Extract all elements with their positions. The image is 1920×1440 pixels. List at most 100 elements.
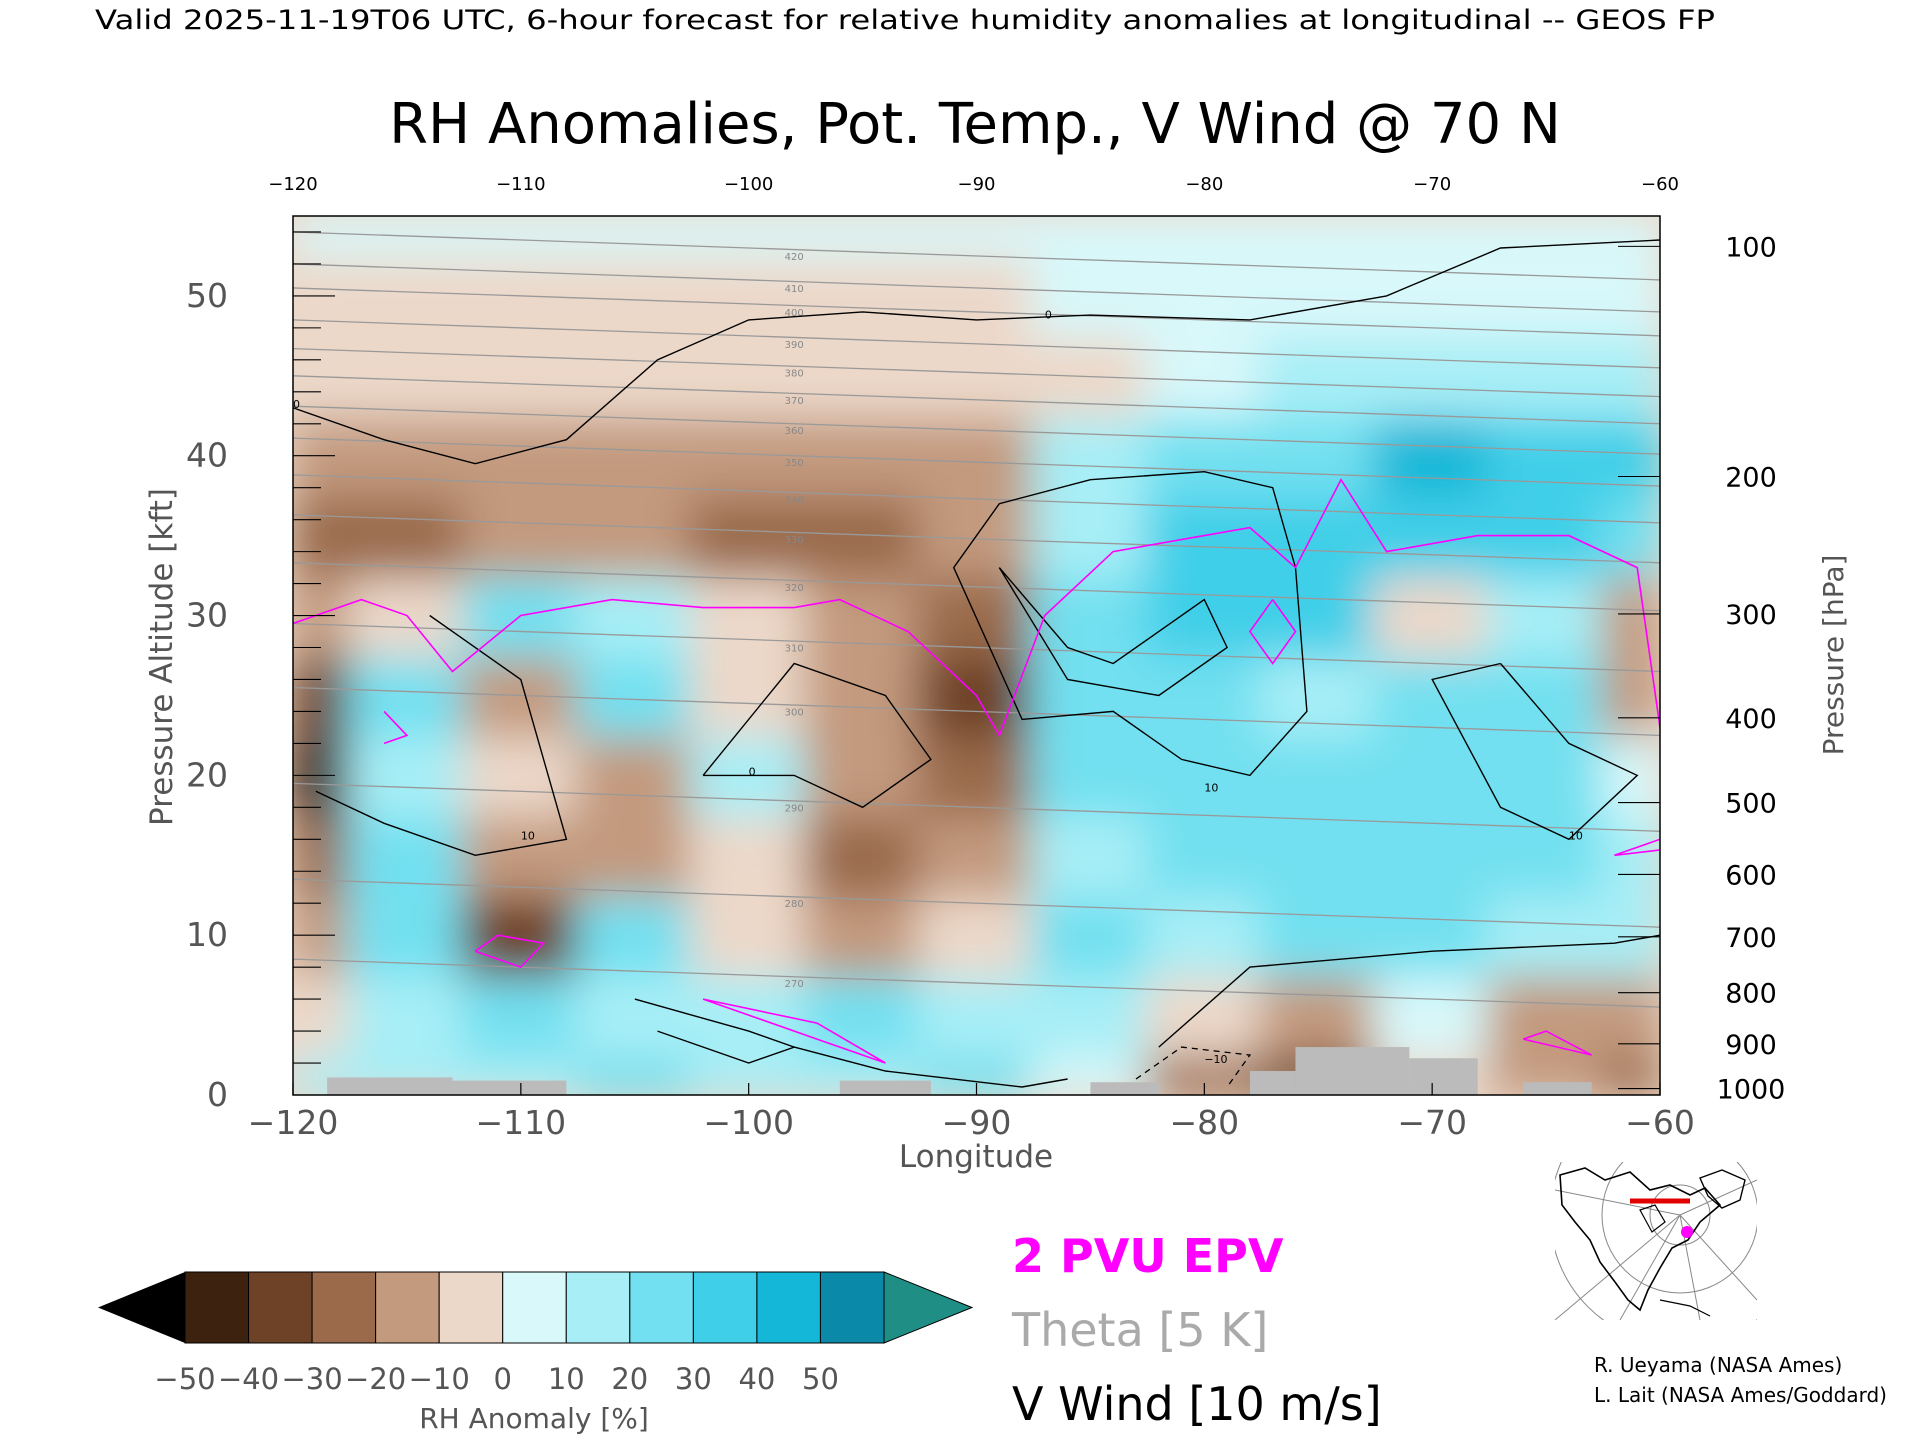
rh-cell <box>1259 893 1378 978</box>
rh-cell <box>803 653 922 738</box>
colorbar-swatch <box>819 1271 885 1344</box>
vwind-contour-label: 10 <box>1569 829 1583 842</box>
terrain-block <box>1523 1082 1592 1095</box>
theta-contour <box>293 782 1660 832</box>
rh-cell <box>347 653 466 738</box>
rh-cell <box>689 813 808 898</box>
polar-stereographic-map-icon <box>1555 1162 1757 1320</box>
theta-contour-label: 380 <box>785 369 804 380</box>
rh-cell <box>1145 216 1264 258</box>
theta-contour <box>293 958 1660 1008</box>
rh-cell <box>917 973 1036 1058</box>
theta-contour-label: 280 <box>785 899 804 910</box>
theta-contour-label: 270 <box>785 979 804 990</box>
x-tick-label-top: −80 <box>1185 174 1223 195</box>
vwind-contour <box>1158 934 1660 1048</box>
colorbar-tick-label: 10 <box>548 1362 585 1396</box>
rh-cell <box>803 973 922 1058</box>
rh-cell <box>1259 733 1378 818</box>
rh-cell <box>293 216 352 258</box>
rh-cell <box>689 653 808 738</box>
rh-cell <box>575 813 694 898</box>
rh-cell <box>1145 413 1264 498</box>
rh-cell <box>1145 653 1264 738</box>
vwind-contour-label: 0 <box>749 765 756 778</box>
y-axis-label-left: Pressure Altitude [kft] <box>144 488 180 826</box>
theta-contour <box>293 263 1660 313</box>
rh-cell <box>1601 573 1660 658</box>
vwind-contour <box>702 662 932 809</box>
colorbar-tick-label: 0 <box>494 1362 512 1396</box>
epv-contour <box>702 998 886 1064</box>
theta-contour <box>293 405 1660 455</box>
chart-title: RH Anomalies, Pot. Temp., V Wind @ 70 N <box>389 92 1561 157</box>
rh-cell <box>1373 893 1492 978</box>
rh-cell <box>1031 813 1150 898</box>
terrain-block <box>1409 1058 1478 1095</box>
vwind-contour <box>1431 662 1639 841</box>
theta-contour-label: 320 <box>785 583 804 594</box>
epv-contour <box>383 710 409 745</box>
y-tick-label-right: 300 <box>1725 600 1777 631</box>
rh-cell <box>575 253 694 338</box>
rh-cell <box>689 573 808 658</box>
rh-cell <box>1145 573 1264 658</box>
rh-cell <box>917 893 1036 978</box>
rh-cell <box>1601 216 1660 258</box>
rh-cell <box>689 893 808 978</box>
theta-contour <box>293 514 1660 564</box>
colorbar-swatch <box>311 1271 377 1344</box>
colorbar-swatch <box>184 1271 250 1344</box>
x-tick-label-top: −120 <box>268 174 317 195</box>
theta-contour <box>293 437 1660 487</box>
colorbar-swatch <box>248 1271 313 1344</box>
theta-contour <box>293 878 1660 928</box>
rh-cell <box>917 253 1036 338</box>
y-tick-label-left: 40 <box>186 436 228 475</box>
theta-contour <box>293 686 1660 737</box>
rh-cell <box>347 973 466 1058</box>
x-tick-label: −90 <box>942 1103 1012 1142</box>
rh-cell <box>575 573 694 658</box>
theta-contour <box>293 319 1660 369</box>
valid-time-line: Valid 2025-11-19T06 UTC, 6-hour forecast… <box>95 5 1715 36</box>
rh-cell <box>1031 493 1150 578</box>
rh-cell <box>1601 813 1660 898</box>
rh-cell <box>1601 973 1660 1058</box>
rh-cell <box>575 1053 694 1095</box>
x-tick-label-top: −60 <box>1641 174 1679 195</box>
y-tick-label-right: 800 <box>1725 979 1777 1010</box>
rh-cell <box>347 413 466 498</box>
x-tick-label: −100 <box>703 1103 794 1142</box>
rh-cell <box>803 253 922 338</box>
rh-cell <box>461 413 580 498</box>
rh-cell <box>461 216 580 258</box>
theta-contour <box>293 562 1660 612</box>
epv-contour <box>1248 599 1297 665</box>
rh-cell <box>1373 813 1492 898</box>
rh-cell <box>1601 653 1660 738</box>
x-axis-label: Longitude <box>899 1139 1053 1175</box>
x-tick-label-top: −110 <box>496 174 545 195</box>
x-tick-label: −80 <box>1170 1103 1240 1142</box>
colorbar-tick-label: 30 <box>675 1362 712 1396</box>
theta-contour-label: 370 <box>785 396 804 407</box>
epv-contour <box>1614 838 1660 857</box>
colorbar-tick-label: 40 <box>738 1362 775 1396</box>
vwind-contour <box>293 239 1660 465</box>
colorbar-arrow-high <box>883 1271 974 1344</box>
colorbar-tick-label: 50 <box>802 1362 839 1396</box>
rh-cell <box>1601 413 1660 498</box>
colorbar-arrow-low <box>98 1272 185 1343</box>
terrain-block <box>1295 1047 1410 1095</box>
colorbar-swatch <box>375 1271 440 1344</box>
theta-contour-label: 290 <box>785 803 804 814</box>
y-tick-label-right: 500 <box>1725 789 1777 820</box>
legend-theta: Theta [5 K] <box>1011 1303 1268 1357</box>
rh-cell <box>1601 733 1660 818</box>
rh-cell <box>1259 413 1378 498</box>
colorbar-tick-label: −50 <box>154 1362 215 1396</box>
rh-cell <box>1601 1053 1660 1095</box>
vwind-contour-label: 0 <box>1045 308 1052 321</box>
